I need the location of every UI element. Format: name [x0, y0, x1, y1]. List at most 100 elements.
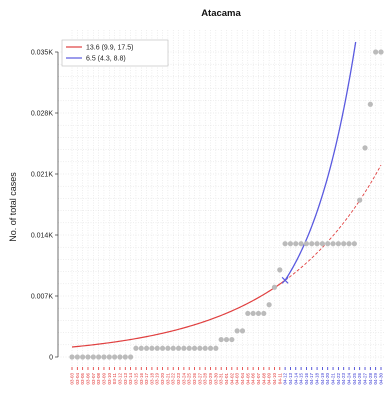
- data-point: [202, 345, 208, 351]
- x-tick-label: 04-26: [357, 373, 362, 385]
- data-point: [186, 345, 192, 351]
- x-tick-label: 03-06: [85, 373, 90, 385]
- y-ticks: 0 0.007K 0.014K 0.021K 0.028K 0.035K: [31, 50, 58, 362]
- x-tick-label: 03-17: [144, 373, 149, 385]
- data-point: [106, 354, 112, 360]
- data-point: [266, 302, 272, 308]
- data-point: [261, 310, 267, 317]
- grid-lines: [58, 30, 384, 368]
- x-tick-label: 04-20: [325, 373, 330, 385]
- data-point: [277, 267, 283, 273]
- x-tick-label: 04-02: [229, 373, 234, 385]
- x-tick-label: 03-11: [112, 373, 117, 385]
- data-point: [346, 241, 352, 247]
- fit-curve-red: [71, 279, 286, 348]
- x-tick-label: 04-24: [347, 373, 352, 385]
- fit-curve-blue: [284, 41, 357, 281]
- x-tick-label: 04-04: [240, 373, 245, 385]
- x-tick-label: 04-01: [224, 373, 229, 385]
- x-tick-label: 04-21: [331, 373, 336, 385]
- x-tick-label: 03-05: [80, 373, 85, 385]
- data-point: [122, 354, 128, 360]
- data-point: [357, 197, 363, 203]
- x-tick-label: 03-04: [75, 373, 80, 385]
- y-axis-label: No. of total cases: [8, 172, 18, 242]
- data-point: [149, 345, 155, 351]
- x-tick-label: 03-16: [139, 373, 144, 385]
- x-tick-label: 03-10: [107, 373, 112, 385]
- x-tick-label: 03-03: [70, 373, 75, 385]
- x-tick-label: 03-28: [203, 373, 208, 385]
- data-point: [96, 354, 102, 360]
- data-point: [223, 336, 230, 343]
- x-tick-label: 04-03: [235, 373, 240, 385]
- y-tick-label: 0.021K: [31, 172, 54, 179]
- x-tick-label: 03-25: [187, 373, 192, 385]
- data-point: [378, 49, 384, 55]
- data-point: [165, 345, 171, 351]
- x-tick-label: 04-06: [251, 373, 256, 385]
- data-point: [239, 328, 246, 334]
- x-tick-label: 04-12: [283, 373, 288, 385]
- data-point: [197, 345, 203, 351]
- data-point: [303, 241, 310, 247]
- data-point: [367, 101, 373, 107]
- data-point: [351, 241, 357, 247]
- x-tick-label: 03-14: [128, 373, 133, 385]
- legend: 13.6 (9.9, 17.5) 6.5 (4.3, 8.8): [61, 39, 169, 67]
- x-tick-label: 03-26: [192, 373, 197, 385]
- data-point: [234, 328, 240, 334]
- data-point: [90, 354, 96, 360]
- x-tick-label: 04-17: [309, 373, 314, 385]
- data-point: [229, 336, 235, 343]
- data-point: [250, 310, 256, 317]
- x-tick-label: 04-27: [363, 373, 368, 385]
- x-tick-label: 03-22: [171, 373, 176, 385]
- data-point: [80, 354, 86, 360]
- legend-box: [61, 39, 169, 67]
- x-tick-label: 03-27: [197, 373, 202, 385]
- x-ticks: 03-03 03-04 03-05 03-06 03-07 03-08 03-09 03-10…: [70, 367, 384, 385]
- x-tick-label: 03-20: [160, 373, 165, 385]
- x-tick-label: 04-09: [267, 373, 272, 385]
- data-point: [213, 345, 219, 351]
- data-point: [330, 241, 336, 247]
- data-point: [335, 241, 341, 247]
- x-tick-label: 04-15: [299, 373, 304, 385]
- data-point: [170, 345, 176, 351]
- x-tick-label: 03-29: [208, 373, 213, 385]
- data-point: [138, 345, 144, 351]
- x-tick-label: 04-25: [352, 373, 357, 385]
- data-point: [191, 345, 198, 351]
- data-point: [133, 345, 139, 351]
- x-tick-label: 03-12: [117, 373, 122, 385]
- data-point: [362, 145, 368, 151]
- data-point: [207, 345, 214, 351]
- x-tick-label: 03-19: [155, 373, 160, 385]
- data-point: [112, 354, 118, 360]
- x-tick-label: 03-31: [219, 373, 224, 385]
- x-tick-label: 03-09: [101, 373, 106, 385]
- x-tick-label: 03-13: [123, 373, 128, 385]
- data-point: [373, 49, 379, 55]
- chart-title: Atacama: [201, 8, 241, 19]
- data-point: [175, 345, 182, 351]
- data-point: [341, 241, 347, 247]
- data-point: [159, 345, 166, 351]
- data-point: [319, 241, 325, 247]
- split-marker: [281, 276, 289, 284]
- legend-entry-red: 13.6 (9.9, 17.5): [86, 45, 133, 52]
- x-tick-label: 04-18: [315, 373, 320, 385]
- x-tick-label: 03-18: [149, 373, 154, 385]
- x-tick-label: 04-14: [293, 373, 298, 385]
- data-point: [245, 310, 251, 317]
- x-tick-label: 04-10: [272, 373, 277, 385]
- x-tick-label: 04-16: [304, 373, 309, 385]
- x-tick-label: 03-23: [176, 373, 181, 385]
- data-point: [271, 284, 278, 290]
- x-tick-label: 03-07: [91, 373, 96, 385]
- y-tick-label: 0.007K: [31, 294, 54, 301]
- x-tick-label: 04-23: [341, 373, 346, 385]
